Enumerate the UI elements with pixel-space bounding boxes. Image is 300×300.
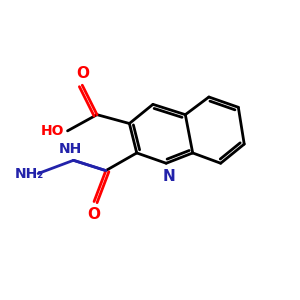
Text: NH: NH — [59, 142, 82, 155]
Text: O: O — [88, 207, 100, 222]
Text: NH₂: NH₂ — [15, 167, 44, 181]
Text: N: N — [163, 169, 175, 184]
Text: O: O — [76, 66, 89, 81]
Text: HO: HO — [40, 124, 64, 138]
